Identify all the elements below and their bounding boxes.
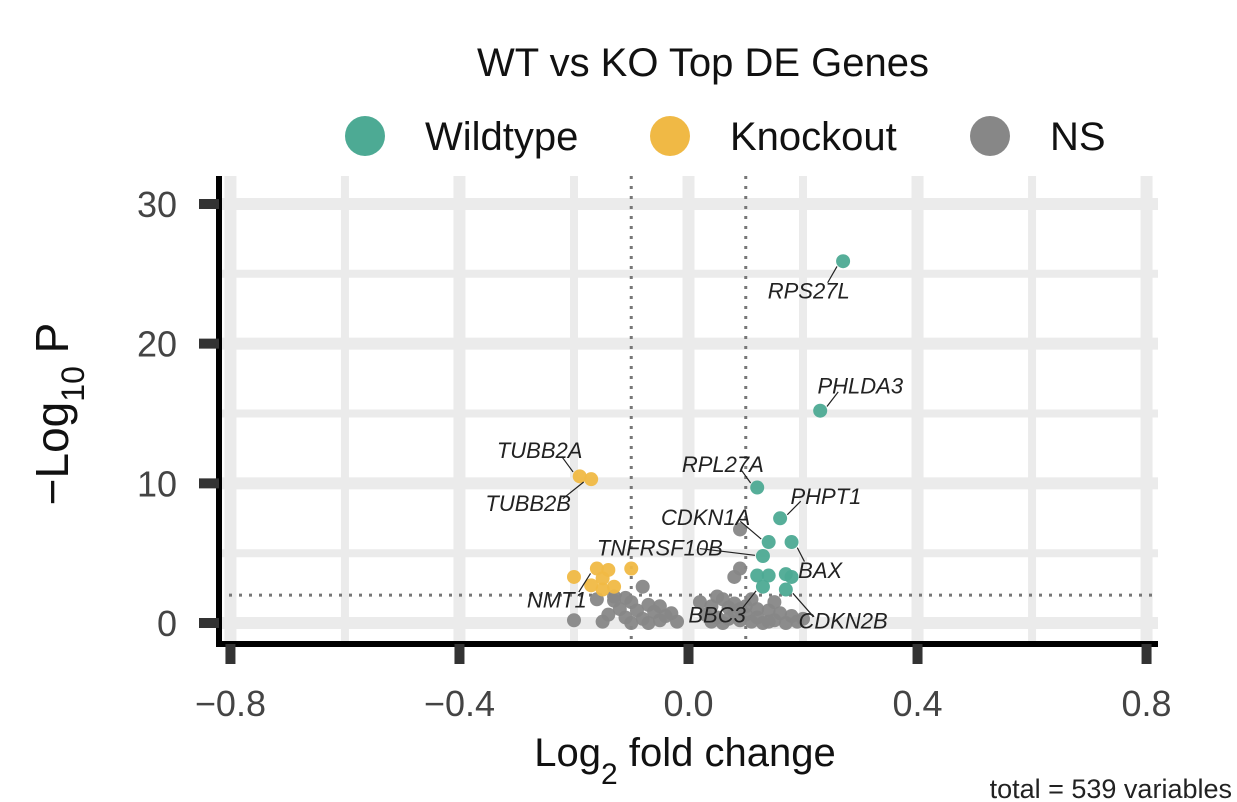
point-wt [755,579,770,594]
point-ko [624,561,639,576]
x-tick-label: 0.8 [1122,683,1172,724]
point-ko [595,571,610,586]
point-ns [607,589,622,604]
connector-tubb2b [562,481,585,500]
axes [199,176,1158,664]
x-axis-title: Log2 fold change [534,731,835,791]
point-ns [761,614,776,629]
point-ns [733,602,748,617]
point-wt [784,535,799,550]
point-ns [624,616,639,631]
connector-cdkn2b [792,592,813,615]
connector-rpl27a [741,470,752,484]
connector-bax [796,547,805,562]
legend-swatch-ko [650,116,690,156]
point-ns [744,592,759,607]
point-ns [721,600,736,615]
y-tick-label: 10 [137,463,177,504]
point-ns [566,613,581,628]
y-tick-label: 0 [157,603,177,644]
point-ns [750,610,765,625]
x-tick-label: 0.4 [893,683,943,724]
connector-tubb2a [561,456,574,473]
x-tick-label: −0.8 [195,683,266,724]
connector-nmt1 [578,573,592,593]
connector-cdkn1a [739,520,762,540]
connector-phpt1 [786,500,802,516]
legend-swatch-wt [345,116,385,156]
x-tick-label: 0.0 [663,683,713,724]
connector-rps27l [827,266,838,284]
point-wt [778,582,793,597]
legend-swatch-ns [970,116,1010,156]
point-ns [727,569,742,584]
legend: Wildtype Knockout NS [345,115,1106,159]
grid [219,176,1158,644]
y-tick-label: 20 [137,324,177,365]
point-ns [618,590,633,605]
point-ns [704,614,719,629]
point-ns [595,614,610,629]
gene-label-nmt1: NMT1 [527,587,587,612]
legend-label-ns: NS [1050,115,1106,159]
x-tick-label: −0.4 [424,683,495,724]
point-wt [813,403,828,418]
point-ko [584,472,599,487]
y-tick-label: 30 [137,184,177,225]
legend-label-ko: Knockout [730,115,897,159]
caption: total = 539 variables [990,774,1232,802]
point-ko [595,582,610,597]
label-connectors [561,266,839,615]
point-ns [715,616,730,631]
gene-label-bbc3: BBC3 [688,603,746,628]
gene-label-cdkn1a: CDKN1A [661,505,750,530]
gene-label-tnfrsf10b: TNFRSF10B [597,536,723,561]
point-ns [710,589,725,604]
point-ns [635,579,650,594]
gene-label-bax: BAX [798,558,843,583]
data-points [566,254,851,631]
point-wt [761,535,776,550]
point-ns [658,609,673,624]
connector-bbc3 [741,590,757,609]
connector-tnfrsf10b [699,547,756,556]
connector-phlda3 [826,391,839,407]
point-wt [784,569,799,584]
point-ns [733,522,748,537]
gene-label-rps27l: RPS27L [768,279,850,304]
gene-label-tubb2b: TUBB2B [485,491,571,516]
y-axis-title: −Log10 P [26,323,91,506]
point-ns [767,595,782,610]
point-wt [750,480,765,495]
point-ns [670,614,685,629]
point-ns [641,616,656,631]
legend-label-wt: Wildtype [425,115,578,159]
point-ko [572,469,587,484]
gene-label-rpl27a: RPL27A [682,452,764,477]
gene-label-phpt1: PHPT1 [790,484,861,509]
gene-label-tubb2a: TUBB2A [497,438,583,463]
point-wt [773,511,788,526]
gene-labels: RPS27L PHLDA3 TUBB2A TUBB2B RPL27A PHPT1 CDKN1… [485,279,903,634]
point-ns [796,611,811,626]
point-ko [584,578,599,593]
gene-label-cdkn2b: CDKN2B [798,608,887,633]
point-wt [755,548,770,563]
point-ko [566,569,581,584]
point-wt [836,254,851,269]
point-ns [692,595,707,610]
tick-labels: −0.8 −0.4 0.0 0.4 0.8 0 10 20 30 [137,184,1172,724]
point-wt [750,568,765,583]
point-ko [607,579,622,594]
point-wt [761,568,776,583]
gene-label-phlda3: PHLDA3 [817,374,903,399]
chart-title: WT vs KO Top DE Genes [477,41,929,85]
point-ns [778,616,793,631]
